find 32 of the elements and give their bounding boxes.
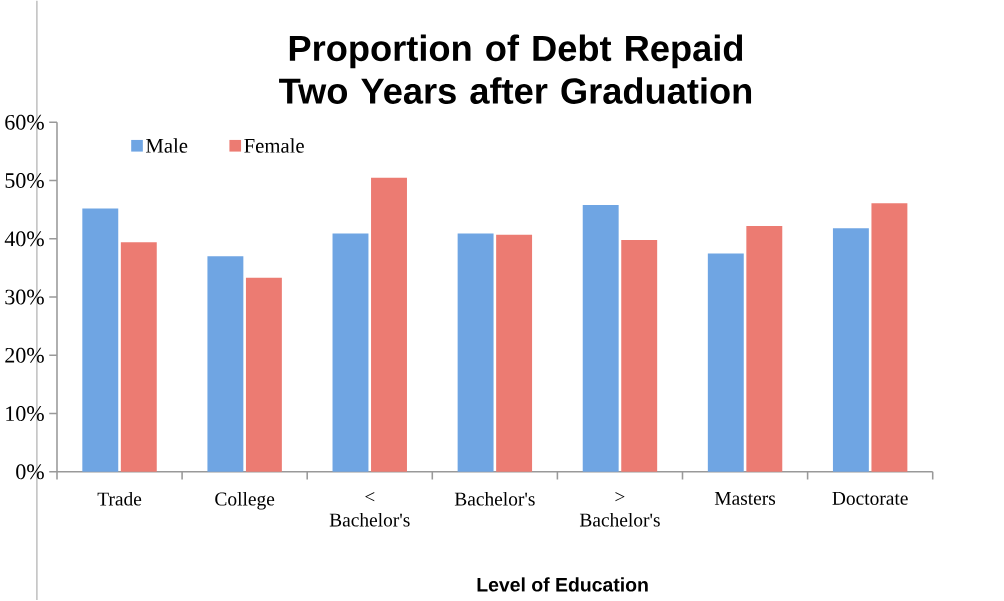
bar xyxy=(82,208,119,473)
bar xyxy=(621,240,658,473)
bar xyxy=(871,203,908,473)
y-tick-label: 10% xyxy=(6,406,44,422)
bar xyxy=(496,234,533,473)
x-axis-title: Level of Education xyxy=(477,577,648,592)
bar xyxy=(582,205,619,473)
legend-label: Female xyxy=(244,138,304,153)
chart-title: Proportion of Debt Repaid Two Years after Graduation xyxy=(279,34,752,105)
bar xyxy=(707,253,744,473)
x-tick-label: Doctorate xyxy=(832,492,908,506)
y-tick-label: 30% xyxy=(5,289,44,305)
legend-label: Male xyxy=(146,138,188,153)
x-tick-label: > Bachelor's xyxy=(579,492,660,527)
y-tick-label: 50% xyxy=(5,173,44,189)
bar xyxy=(832,228,869,473)
y-tick-label: 0% xyxy=(16,464,44,480)
x-tick-label: Trade xyxy=(97,492,142,506)
bar xyxy=(457,233,494,473)
x-tick-label: Bachelor's xyxy=(454,492,535,506)
bar xyxy=(746,226,783,473)
y-tick-label: 40% xyxy=(4,231,44,247)
x-tick-label: Masters xyxy=(714,492,776,506)
x-tick-label: < Bachelor's xyxy=(329,492,410,527)
bar xyxy=(332,233,369,473)
y-tick-label: 20% xyxy=(5,348,44,363)
y-tick-label: 60% xyxy=(5,115,44,130)
bar xyxy=(245,278,282,473)
bar xyxy=(207,256,244,473)
x-tick-label: College xyxy=(215,492,275,510)
bar xyxy=(120,242,157,473)
bar xyxy=(371,177,407,473)
